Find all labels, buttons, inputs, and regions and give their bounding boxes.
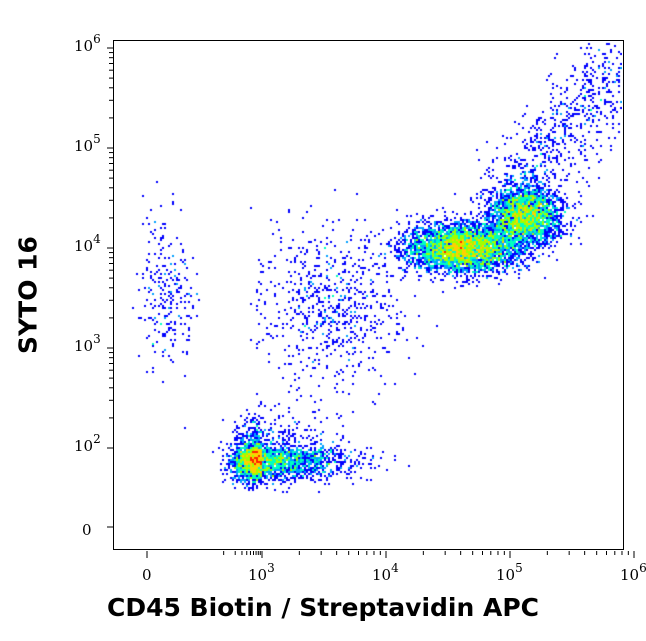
density-dots — [114, 41, 622, 548]
y-tick-label: 102 — [74, 432, 101, 455]
y-tick-label: 104 — [74, 232, 101, 255]
x-tick-label: 103 — [248, 561, 275, 584]
y-tick-label: 0 — [82, 521, 92, 539]
y-tick-label: 105 — [74, 132, 101, 155]
x-tick-label: 0 — [142, 566, 152, 584]
x-tick-label: 106 — [620, 561, 646, 584]
x-axis-label: CD45 Biotin / Streptavidin APC — [106, 593, 540, 622]
x-tick-label: 104 — [372, 561, 399, 584]
plot-area — [113, 40, 624, 550]
y-tick-label: 103 — [74, 332, 101, 355]
y-tick-label: 106 — [74, 32, 101, 55]
x-tick-label: 105 — [496, 561, 523, 584]
